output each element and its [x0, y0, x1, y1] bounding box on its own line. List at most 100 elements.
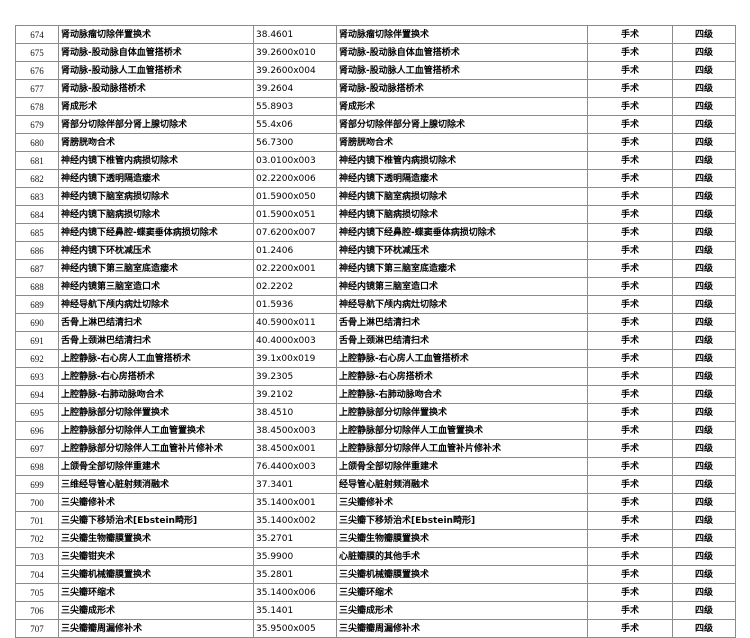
table-row[interactable]: 688 神经内镜第三脑室造口术 02.2202 神经内镜第三脑室造口术 手术 四级	[15, 277, 736, 296]
cell-procedure-level: 四级	[672, 61, 736, 80]
table-row[interactable]: 694 上腔静脉-右肺动脉吻合术 39.2102 上腔静脉-右肺动脉吻合术 手术 四级	[15, 385, 736, 404]
cell-procedure-type: 手术	[587, 133, 673, 152]
table-row[interactable]: 692 上腔静脉-右心房人工血管搭桥术 39.1x00x019 上腔静脉-右心房人工血…	[15, 349, 736, 368]
table-row[interactable]: 693 上腔静脉-右心房搭桥术 39.2305 上腔静脉-右心房搭桥术 手术 四级	[15, 367, 736, 386]
cell-standard-procedure-name: 神经内镜下透明隔造瘘术	[336, 169, 588, 188]
cell-procedure-level: 四级	[672, 421, 736, 440]
cell-procedure-type: 手术	[587, 151, 673, 170]
cell-procedure-level: 四级	[672, 97, 736, 116]
cell-procedure-name: 神经内镜下椎管内病损切除术	[58, 151, 254, 170]
cell-procedure-type: 手术	[587, 241, 673, 260]
table-row[interactable]: 683 神经内镜下脑室病损切除术 01.5900x050 神经内镜下脑室病损切除术 手术…	[15, 187, 736, 206]
cell-procedure-type: 手术	[587, 421, 673, 440]
table-row[interactable]: 701 三尖瓣下移矫治术[Ebstein畸形] 35.1400x002 三尖瓣下移矫治…	[15, 511, 736, 530]
table-row[interactable]: 687 神经内镜下第三脑室底造瘘术 02.2200x001 神经内镜下第三脑室底造瘘术…	[15, 259, 736, 278]
cell-procedure-name: 肾动脉瘤切除伴置换术	[58, 25, 254, 44]
cell-standard-procedure-name: 上腔静脉部分切除伴人工血管置换术	[336, 421, 588, 440]
cell-standard-procedure-name: 上腔静脉-右心房搭桥术	[336, 367, 588, 386]
cell-procedure-code: 35.9900	[253, 547, 337, 566]
cell-procedure-level: 四级	[672, 475, 736, 494]
table-row[interactable]: 681 神经内镜下椎管内病损切除术 03.0100x003 神经内镜下椎管内病损切除术…	[15, 151, 736, 170]
cell-procedure-code: 39.1x00x019	[253, 349, 337, 368]
cell-procedure-code: 35.2801	[253, 565, 337, 584]
table-row[interactable]: 675 肾动脉-股动脉自体血管搭桥术 39.2600x010 肾动脉-股动脉自体血管搭…	[15, 43, 736, 62]
cell-procedure-type: 手术	[587, 565, 673, 584]
cell-sequence-number: 697	[15, 439, 59, 458]
cell-procedure-type: 手术	[587, 475, 673, 494]
table-row[interactable]: 706 三尖瓣成形术 35.1401 三尖瓣成形术 手术 四级	[15, 601, 736, 620]
table-row[interactable]: 691 舌骨上颈淋巴结清扫术 40.4000x003 舌骨上颈淋巴结清扫术 手术 四级	[15, 331, 736, 350]
cell-procedure-code: 35.1401	[253, 601, 337, 620]
cell-sequence-number: 676	[15, 61, 59, 80]
cell-procedure-name: 肾部分切除伴部分肾上腺切除术	[58, 115, 254, 134]
cell-procedure-code: 35.1400x006	[253, 583, 337, 602]
cell-procedure-level: 四级	[672, 511, 736, 530]
table-row[interactable]: 684 神经内镜下脑病损切除术 01.5900x051 神经内镜下脑病损切除术 手术 四级	[15, 205, 736, 224]
table-row[interactable]: 678 肾成形术 55.8903 肾成形术 手术 四级	[15, 97, 736, 116]
table-row[interactable]: 702 三尖瓣生物瓣膜置换术 35.2701 三尖瓣生物瓣膜置换术 手术 四级	[15, 529, 736, 548]
cell-sequence-number: 674	[15, 25, 59, 44]
cell-procedure-level: 四级	[672, 133, 736, 152]
table-row[interactable]: 676 肾动脉-股动脉人工血管搭桥术 39.2600x004 肾动脉-股动脉人工血管搭…	[15, 61, 736, 80]
cell-procedure-type: 手术	[587, 61, 673, 80]
cell-standard-procedure-name: 肾动脉-股动脉自体血管搭桥术	[336, 43, 588, 62]
cell-sequence-number: 695	[15, 403, 59, 422]
cell-standard-procedure-name: 神经内镜下脑病损切除术	[336, 205, 588, 224]
cell-procedure-code: 01.2406	[253, 241, 337, 260]
cell-procedure-name: 神经内镜下第三脑室底造瘘术	[58, 259, 254, 278]
table-row[interactable]: 697 上腔静脉部分切除伴人工血管补片修补术 38.4500x001 上腔静脉部分切除…	[15, 439, 736, 458]
cell-procedure-level: 四级	[672, 493, 736, 512]
table-row[interactable]: 685 神经内镜下经鼻腔-蝶窦垂体病损切除术 07.6200x007 神经内镜下经鼻腔…	[15, 223, 736, 242]
table-row[interactable]: 703 三尖瓣钳夹术 35.9900 心脏瓣膜的其他手术 手术 四级	[15, 547, 736, 566]
cell-sequence-number: 694	[15, 385, 59, 404]
cell-procedure-type: 手术	[587, 493, 673, 512]
table-row[interactable]: 700 三尖瓣修补术 35.1400x001 三尖瓣修补术 手术 四级	[15, 493, 736, 512]
cell-standard-procedure-name: 肾动脉-股动脉人工血管搭桥术	[336, 61, 588, 80]
cell-procedure-type: 手术	[587, 259, 673, 278]
cell-procedure-level: 四级	[672, 403, 736, 422]
cell-procedure-name: 神经内镜下经鼻腔-蝶窦垂体病损切除术	[58, 223, 254, 242]
cell-procedure-name: 神经内镜下环枕减压术	[58, 241, 254, 260]
cell-procedure-level: 四级	[672, 457, 736, 476]
cell-procedure-name: 肾成形术	[58, 97, 254, 116]
cell-procedure-type: 手术	[587, 385, 673, 404]
cell-procedure-type: 手术	[587, 439, 673, 458]
cell-procedure-code: 55.8903	[253, 97, 337, 116]
cell-procedure-name: 神经内镜下脑病损切除术	[58, 205, 254, 224]
cell-procedure-type: 手术	[587, 43, 673, 62]
table-row[interactable]: 682 神经内镜下透明隔造瘘术 02.2200x006 神经内镜下透明隔造瘘术 手术 四级	[15, 169, 736, 188]
table-row[interactable]: 698 上颌骨全部切除伴重建术 76.4400x003 上颌骨全部切除伴重建术 手术 四级	[15, 457, 736, 476]
cell-procedure-level: 四级	[672, 349, 736, 368]
procedure-table: 674 肾动脉瘤切除伴置换术 38.4601 肾动脉瘤切除伴置换术 手术 四级 675 肾动脉…	[15, 25, 736, 638]
cell-sequence-number: 696	[15, 421, 59, 440]
cell-standard-procedure-name: 三尖瓣下移矫治术[Ebstein畸形]	[336, 511, 588, 530]
cell-standard-procedure-name: 三尖瓣环缩术	[336, 583, 588, 602]
table-row[interactable]: 679 肾部分切除伴部分肾上腺切除术 55.4x06 肾部分切除伴部分肾上腺切除术 手术…	[15, 115, 736, 134]
table-row[interactable]: 690 舌骨上淋巴结清扫术 40.5900x011 舌骨上淋巴结清扫术 手术 四级	[15, 313, 736, 332]
cell-sequence-number: 678	[15, 97, 59, 116]
table-row[interactable]: 705 三尖瓣环缩术 35.1400x006 三尖瓣环缩术 手术 四级	[15, 583, 736, 602]
cell-standard-procedure-name: 肾成形术	[336, 97, 588, 116]
table-row[interactable]: 695 上腔静脉部分切除伴置换术 38.4510 上腔静脉部分切除伴置换术 手术 四级	[15, 403, 736, 422]
cell-procedure-type: 手术	[587, 313, 673, 332]
cell-standard-procedure-name: 心脏瓣膜的其他手术	[336, 547, 588, 566]
table-row[interactable]: 699 三维经导管心脏射频消融术 37.3401 经导管心脏射频消融术 手术 四级	[15, 475, 736, 494]
cell-procedure-name: 肾动脉-股动脉人工血管搭桥术	[58, 61, 254, 80]
cell-procedure-level: 四级	[672, 619, 736, 638]
cell-procedure-code: 02.2202	[253, 277, 337, 296]
table-row[interactable]: 674 肾动脉瘤切除伴置换术 38.4601 肾动脉瘤切除伴置换术 手术 四级	[15, 25, 736, 44]
cell-procedure-code: 35.9500x005	[253, 619, 337, 638]
table-row[interactable]: 689 神经导航下颅内病灶切除术 01.5936 神经导航下颅内病灶切除术 手术 四级	[15, 295, 736, 314]
table-row[interactable]: 686 神经内镜下环枕减压术 01.2406 神经内镜下环枕减压术 手术 四级	[15, 241, 736, 260]
table-row[interactable]: 677 肾动脉-股动脉搭桥术 39.2604 肾动脉-股动脉搭桥术 手术 四级	[15, 79, 736, 98]
cell-procedure-name: 三维经导管心脏射频消融术	[58, 475, 254, 494]
cell-procedure-code: 01.5936	[253, 295, 337, 314]
cell-procedure-name: 三尖瓣生物瓣膜置换术	[58, 529, 254, 548]
cell-standard-procedure-name: 神经内镜下第三脑室底造瘘术	[336, 259, 588, 278]
table-row[interactable]: 704 三尖瓣机械瓣膜置换术 35.2801 三尖瓣机械瓣膜置换术 手术 四级	[15, 565, 736, 584]
table-row[interactable]: 696 上腔静脉部分切除伴人工血管置换术 38.4500x003 上腔静脉部分切除伴人…	[15, 421, 736, 440]
table-row[interactable]: 680 肾膀胱吻合术 56.7300 肾膀胱吻合术 手术 四级	[15, 133, 736, 152]
table-row[interactable]: 707 三尖瓣瓣周漏修补术 35.9500x005 三尖瓣瓣周漏修补术 手术 四级	[15, 619, 736, 638]
cell-procedure-name: 神经内镜下透明隔造瘘术	[58, 169, 254, 188]
cell-procedure-code: 40.5900x011	[253, 313, 337, 332]
